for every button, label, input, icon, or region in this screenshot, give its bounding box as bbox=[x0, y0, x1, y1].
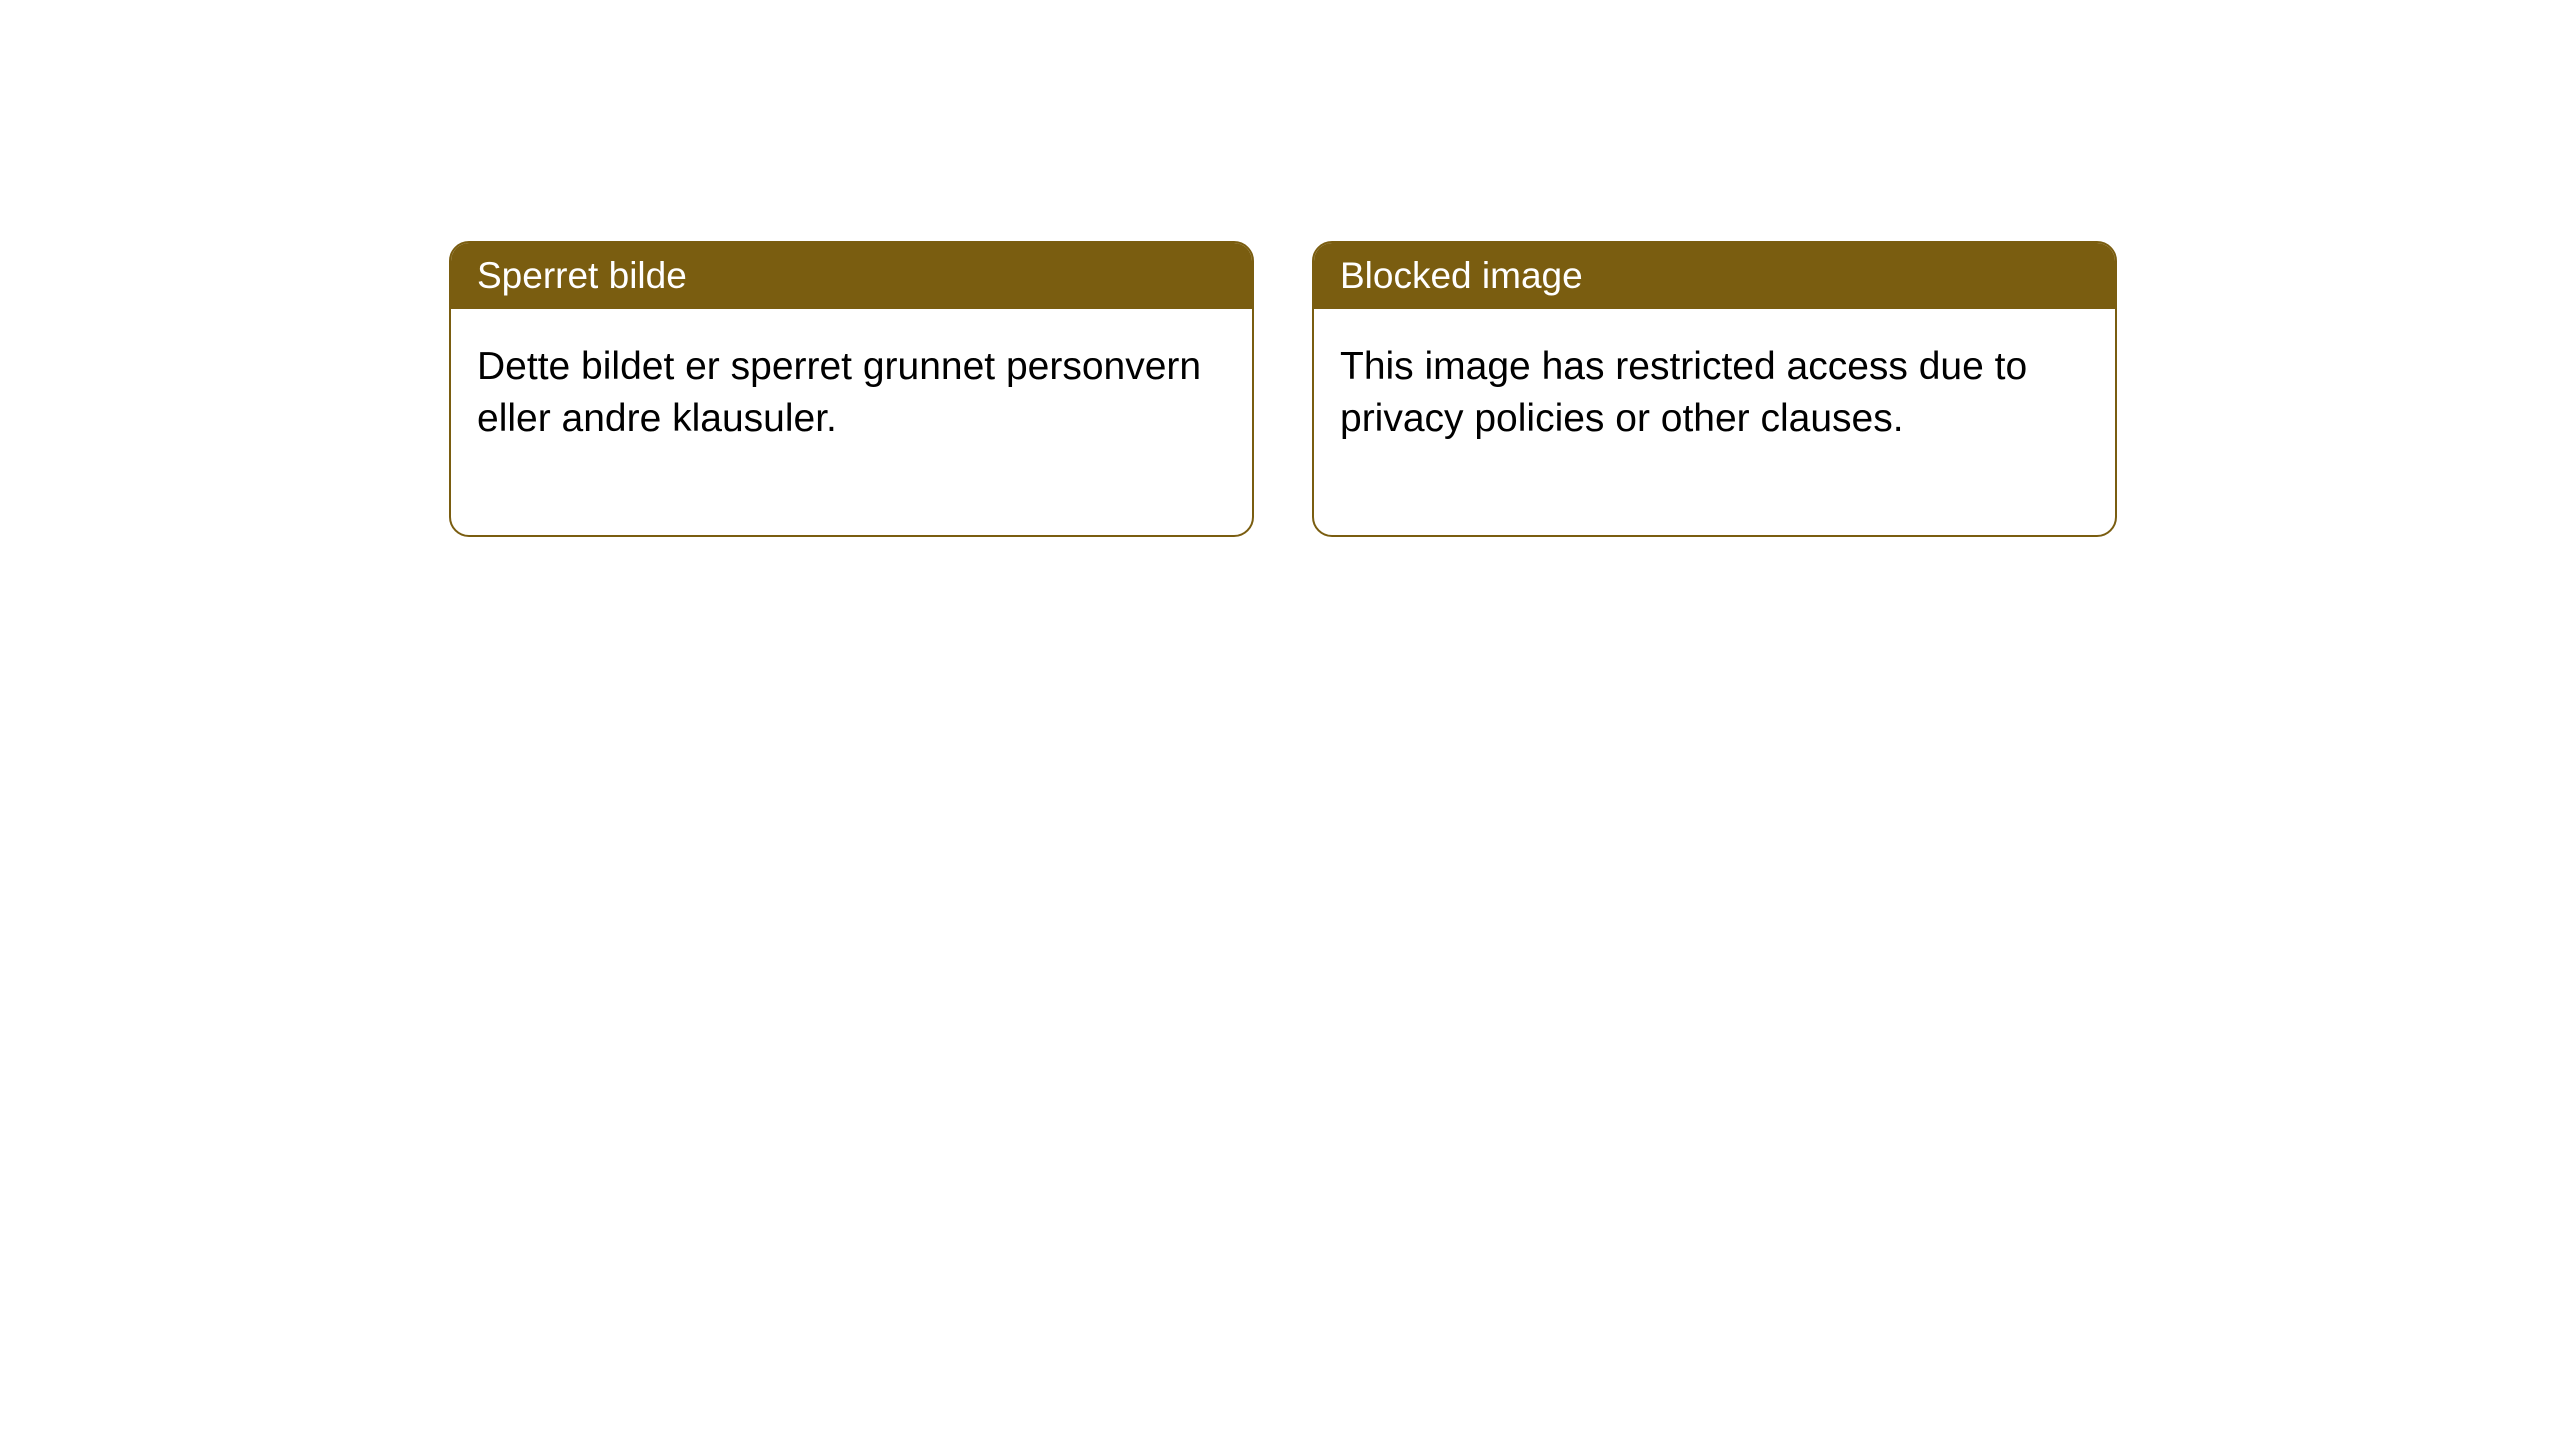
notice-card-english: Blocked image This image has restricted … bbox=[1312, 241, 2117, 537]
card-body: Dette bildet er sperret grunnet personve… bbox=[451, 309, 1252, 535]
notice-card-norwegian: Sperret bilde Dette bildet er sperret gr… bbox=[449, 241, 1254, 537]
notice-cards-container: Sperret bilde Dette bildet er sperret gr… bbox=[449, 241, 2117, 537]
card-title: Sperret bilde bbox=[477, 255, 687, 296]
card-header: Blocked image bbox=[1314, 243, 2115, 309]
card-body: This image has restricted access due to … bbox=[1314, 309, 2115, 535]
card-title: Blocked image bbox=[1340, 255, 1583, 296]
card-message: This image has restricted access due to … bbox=[1340, 345, 2027, 440]
card-message: Dette bildet er sperret grunnet personve… bbox=[477, 345, 1201, 440]
card-header: Sperret bilde bbox=[451, 243, 1252, 309]
